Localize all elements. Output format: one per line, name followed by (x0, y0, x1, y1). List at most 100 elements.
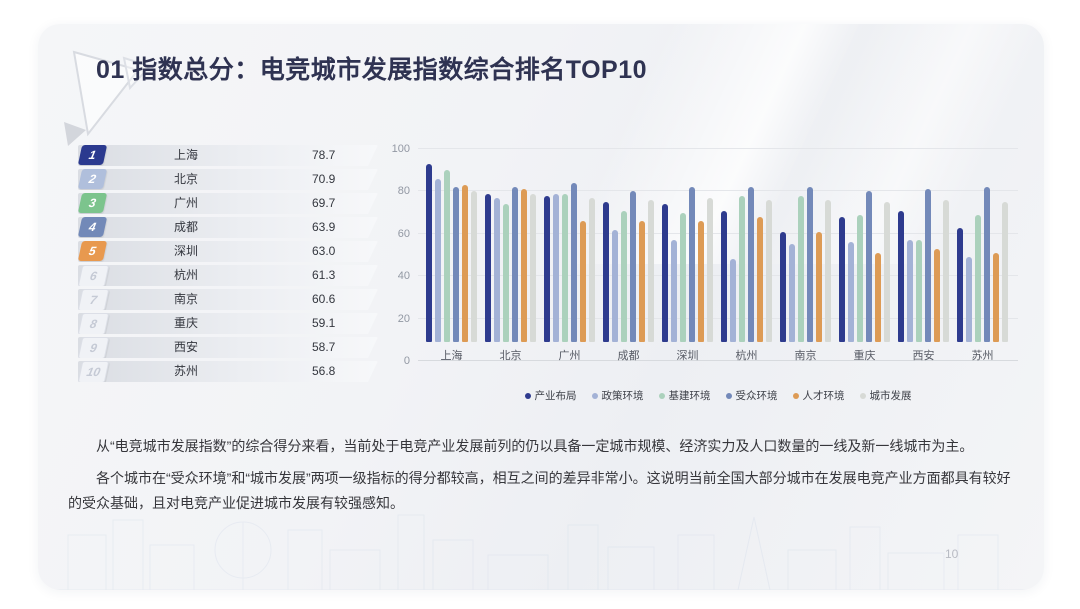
chart-bar (898, 210, 904, 342)
chart-bar (857, 214, 863, 342)
chart-bar (471, 191, 477, 342)
chart-bar (866, 191, 872, 342)
legend-dot-icon (524, 392, 531, 399)
bar-group-bars (957, 130, 1008, 342)
chart-bar (816, 231, 822, 342)
legend-item: 人才环境 (792, 388, 845, 403)
bar-group-bars (603, 130, 654, 342)
rank-city-label: 广州 (173, 196, 198, 210)
rank-score-value: 63.0 (312, 244, 336, 258)
chart-bar (966, 257, 972, 342)
legend-item: 产业布局 (524, 388, 577, 403)
legend-dot-icon (859, 392, 866, 399)
chart-bar (603, 202, 609, 342)
rank-city-label: 上海 (173, 148, 198, 162)
rank-score-value: 61.3 (312, 268, 336, 282)
chart-bar (494, 197, 500, 342)
chart-plot-wrap: 0 20 40 60 80 100 上海 北京 广州 成都 深圳 杭州 南京 重庆 西安 … (388, 143, 1018, 367)
legend-item: 城市发展 (859, 388, 912, 403)
chart-bar (984, 187, 990, 342)
rank-badge: 5 (78, 241, 107, 261)
legend-item: 政策环境 (591, 388, 644, 403)
rank-score-value: 59.1 (312, 316, 336, 330)
chart-bar (1002, 202, 1008, 342)
chart-bar (943, 199, 949, 342)
chart-bar (707, 197, 713, 342)
rank-score-value: 58.7 (312, 340, 336, 354)
chart-bar (730, 259, 736, 342)
chart-bar (521, 189, 527, 342)
chart-bar (580, 221, 586, 342)
bar-chart: 0 20 40 60 80 100 上海 北京 广州 成都 深圳 杭州 南京 重庆 西安 … (388, 143, 1018, 403)
bar-group: 南京 (780, 130, 831, 362)
chart-bar (485, 193, 491, 342)
bar-group-bars (426, 130, 477, 342)
legend-label: 受众环境 (735, 390, 778, 402)
slide-card: 01 指数总分：电竞城市发展指数综合排名TOP10 1 上海 78.7 2 北京… (38, 24, 1044, 590)
chart-bar (839, 216, 845, 342)
chart-bar (907, 240, 913, 342)
chart-bar (807, 187, 813, 342)
chart-bar (848, 242, 854, 342)
bar-group-bars (662, 130, 713, 342)
rank-score-value: 63.9 (312, 220, 336, 234)
chart-bar (530, 193, 536, 342)
chart-bar (571, 183, 577, 342)
y-axis-tick: 80 (397, 185, 410, 198)
chart-bar (757, 216, 763, 342)
rank-score-value: 56.8 (312, 364, 336, 378)
analysis-paragraph-2: 各个城市在“受众环境”和“城市发展”两项一级指标的得分都较高，相互之间的差异非常… (68, 469, 1011, 511)
chart-bar (562, 193, 568, 342)
rank-city-label: 苏州 (173, 364, 198, 378)
ranking-row: 3 广州 69.7 (78, 193, 378, 214)
ranking-row: 4 成都 63.9 (78, 217, 378, 238)
gridline (418, 275, 1018, 277)
chart-bar (884, 202, 890, 342)
x-axis-label: 苏州 (971, 350, 994, 362)
chart-bar (662, 204, 668, 342)
rank-score-value: 69.7 (312, 196, 336, 210)
chart-bar (612, 229, 618, 342)
x-axis-label: 深圳 (676, 350, 699, 362)
chart-bar (630, 191, 636, 342)
rank-score-value: 78.7 (312, 148, 336, 162)
chart-bar (444, 170, 450, 342)
rank-badge: 7 (78, 289, 110, 311)
chart-bar (639, 221, 645, 342)
triangle-decoration (64, 50, 152, 146)
rank-badge: 2 (78, 169, 107, 189)
legend-dot-icon (591, 392, 598, 399)
page-title: 01 指数总分：电竞城市发展指数综合排名TOP10 (96, 56, 648, 84)
rank-city-label: 北京 (173, 172, 198, 186)
chart-bar (553, 193, 559, 342)
chart-bar (680, 212, 686, 342)
ranking-row: 2 北京 70.9 (78, 169, 378, 190)
bar-group: 北京 (485, 130, 536, 362)
chart-bar (689, 187, 695, 342)
chart-bar (766, 199, 772, 342)
rank-city-label: 成都 (173, 220, 198, 234)
bar-group: 重庆 (839, 130, 890, 362)
bar-group-bars (544, 130, 595, 342)
chart-bar (589, 197, 595, 342)
ranking-row: 10 苏州 56.8 (78, 361, 378, 382)
chart-bar (512, 187, 518, 342)
gridline (418, 148, 1018, 149)
gridline (418, 317, 1018, 319)
rank-city-label: 西安 (173, 340, 198, 354)
legend-label: 产业布局 (534, 390, 577, 402)
y-axis: 0 20 40 60 80 100 (388, 143, 418, 367)
x-axis-label: 南京 (794, 350, 817, 362)
legend-dot-icon (792, 392, 799, 399)
chart-bar (453, 187, 459, 342)
page-number: 10 (945, 547, 959, 561)
chart-bar (739, 195, 745, 342)
chart-bar (975, 214, 981, 342)
bar-group-bars (780, 130, 831, 342)
y-axis-tick: 100 (391, 143, 410, 155)
legend-dot-icon (725, 392, 732, 399)
chart-bar (544, 195, 550, 342)
chart-bar (798, 195, 804, 342)
ranking-row: 8 重庆 59.1 (78, 313, 378, 334)
gridline (418, 190, 1018, 192)
